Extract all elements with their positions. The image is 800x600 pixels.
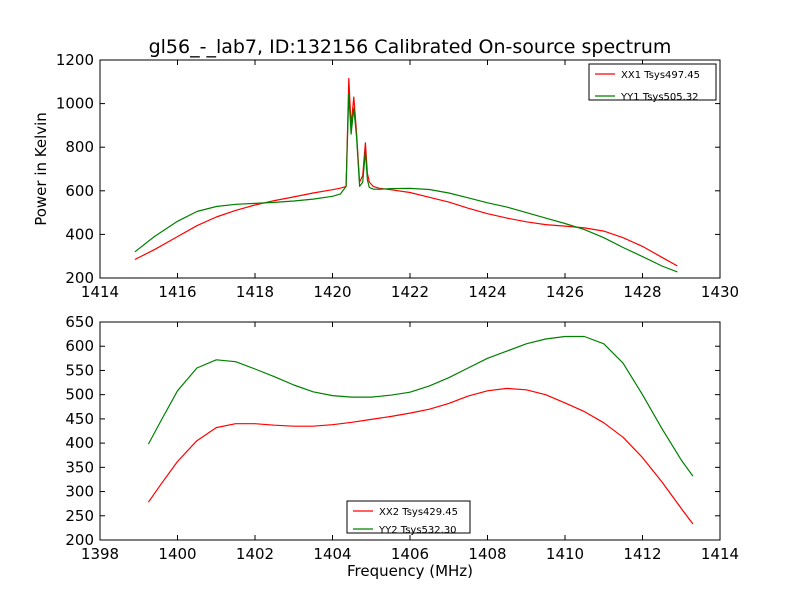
x-tick-label: 1420 <box>313 283 351 301</box>
x-tick-label: 1408 <box>468 545 506 563</box>
y-tick-label: 200 <box>65 269 94 287</box>
x-tick-label: 1424 <box>468 283 506 301</box>
x-axis-label: Frequency (MHz) <box>347 562 473 580</box>
x-tick-label: 1398 <box>81 545 119 563</box>
y-tick-label: 450 <box>65 410 94 428</box>
x-tick-label: 1430 <box>701 283 739 301</box>
x-tick-label: 1406 <box>391 545 429 563</box>
top-spectrum-plot: 1414 1416 1418 1420 1422 1424 1426 1428 1430 200 4… <box>32 51 739 301</box>
x-tick-label: 1426 <box>546 283 584 301</box>
y-tick-label: 650 <box>65 313 94 331</box>
y-tick-label: 400 <box>65 434 94 452</box>
y-tick-label: 550 <box>65 361 94 379</box>
y-tick-label: 1200 <box>56 51 94 69</box>
legend-box <box>346 500 471 534</box>
legend-entry-label: YY1 Tsys505.32 <box>620 92 699 103</box>
bottom-spectrum-plot: 1398 1400 1402 1404 1406 1408 1410 1412 1414 200 2… <box>65 313 739 580</box>
y-tick-label: 800 <box>65 138 94 156</box>
y-tick-label: 500 <box>65 386 94 404</box>
y-tick-label: 1000 <box>56 95 94 113</box>
figure-title: gl56_-_lab7, ID:132156 Calibrated On-sou… <box>149 36 672 58</box>
x-tick-label: 1414 <box>81 283 119 301</box>
y-tick-label: 200 <box>65 531 94 549</box>
legend-entry-label: XX1 Tsys497.45 <box>621 70 700 81</box>
series-line-1 <box>147 387 694 525</box>
legend-entry-label: XX2 Tsys429.45 <box>379 507 458 518</box>
y-tick-label: 350 <box>65 458 94 476</box>
x-tick-label: 1410 <box>546 545 584 563</box>
y-tick-label: 600 <box>65 182 94 200</box>
x-tick-label: 1412 <box>623 545 661 563</box>
x-tick-label: 1414 <box>701 545 739 563</box>
x-tick-label: 1418 <box>236 283 274 301</box>
x-tick-label: 1402 <box>236 545 274 563</box>
x-tick-label: 1428 <box>623 283 661 301</box>
x-tick-label: 1416 <box>158 283 196 301</box>
legend-box <box>588 63 717 101</box>
x-tick-label: 1422 <box>391 283 429 301</box>
legend: XX2 Tsys429.45 YY2 Tsys532.30 <box>346 500 471 536</box>
series-line-2 <box>134 93 678 273</box>
y-tick-label: 400 <box>65 225 94 243</box>
legend: XX1 Tsys497.45 YY1 Tsys505.32 <box>588 63 717 103</box>
x-tick-label: 1404 <box>313 545 351 563</box>
x-tick-label: 1400 <box>158 545 196 563</box>
legend-entry-label: YY2 Tsys532.30 <box>378 525 457 536</box>
y-tick-label: 600 <box>65 337 94 355</box>
y-tick-label: 300 <box>65 483 94 501</box>
series-line-2 <box>147 335 694 477</box>
y-axis-label: Power in Kelvin <box>32 112 50 226</box>
y-tick-label: 250 <box>65 507 94 525</box>
